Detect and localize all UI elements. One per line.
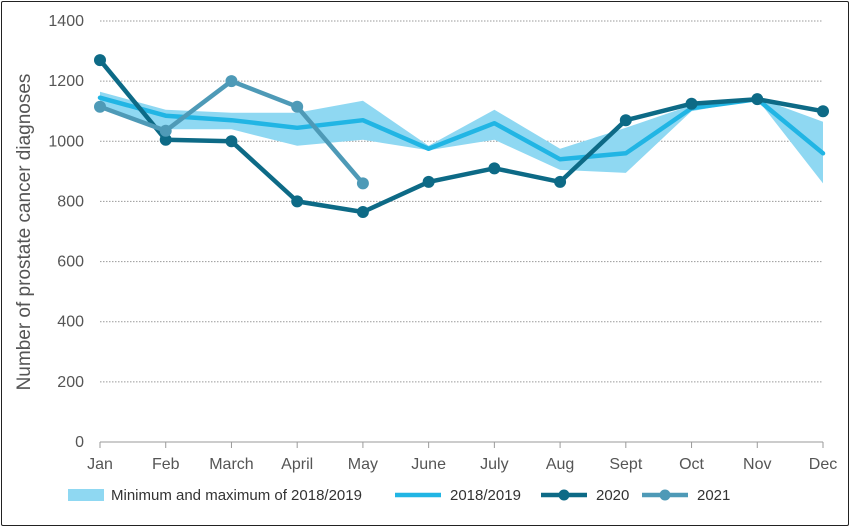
x-tick-label: Jan bbox=[87, 456, 113, 473]
y-axis-title: Number of prostate cancer diagnoses bbox=[14, 74, 35, 391]
series-line-2020 bbox=[97, 57, 826, 215]
data-point-2021 bbox=[159, 124, 172, 137]
data-point-2020 bbox=[422, 175, 435, 188]
plot-area bbox=[94, 54, 829, 218]
y-tick-label: 1400 bbox=[48, 13, 84, 30]
legend-label: Minimum and maximum of 2018/2019 bbox=[111, 487, 362, 504]
data-point-2021 bbox=[94, 100, 106, 113]
data-point-2020 bbox=[685, 97, 698, 110]
x-axis: Jan Feb March April May June July Aug Sept Oct Nov… bbox=[87, 441, 837, 473]
x-tick-label: Aug bbox=[546, 456, 574, 473]
data-point-2021 bbox=[356, 177, 369, 190]
data-point-2020 bbox=[291, 195, 304, 208]
data-point-2020 bbox=[225, 135, 238, 148]
legend-swatch-marker bbox=[659, 489, 671, 501]
data-point-2021 bbox=[291, 100, 304, 113]
x-tick-label: Feb bbox=[152, 456, 180, 473]
y-tick-label: 200 bbox=[57, 374, 84, 391]
x-tick-label: July bbox=[480, 456, 508, 473]
data-point-2020 bbox=[356, 205, 369, 218]
legend-label: 2020 bbox=[596, 487, 629, 504]
y-tick-label: 1000 bbox=[48, 133, 84, 150]
y-tick-label: 600 bbox=[57, 254, 84, 271]
y-tick-label: 0 bbox=[75, 434, 84, 451]
x-tick-label: May bbox=[348, 456, 378, 473]
data-point-2020 bbox=[554, 175, 567, 188]
data-point-2020 bbox=[751, 93, 764, 106]
legend: Minimum and maximum of 2018/2019 2018/201… bbox=[68, 487, 730, 504]
data-point-2021 bbox=[225, 75, 238, 88]
series-line-2018-2019 bbox=[97, 95, 826, 162]
x-tick-label: Dec bbox=[809, 456, 837, 473]
data-point-2020 bbox=[159, 133, 172, 146]
data-point-2020 bbox=[488, 162, 501, 175]
data-point-2020 bbox=[619, 114, 632, 127]
x-tick-label: June bbox=[411, 456, 446, 473]
x-tick-label: Oct bbox=[679, 456, 704, 473]
data-point-2020 bbox=[94, 54, 106, 67]
legend-swatch-band bbox=[68, 489, 104, 501]
y-tick-label: 1200 bbox=[48, 73, 84, 90]
legend-label: 2021 bbox=[697, 487, 730, 504]
x-tick-label: March bbox=[209, 456, 253, 473]
x-tick-label: Sept bbox=[609, 456, 642, 473]
data-point-2020 bbox=[817, 105, 829, 118]
y-axis: 0 200 400 600 800 1000 1200 1400 bbox=[48, 13, 84, 451]
y-tick-label: 800 bbox=[57, 193, 84, 210]
gridlines bbox=[100, 20, 823, 383]
y-tick-label: 400 bbox=[57, 314, 84, 331]
legend-swatch-marker bbox=[558, 489, 570, 501]
x-tick-label: April bbox=[281, 456, 313, 473]
x-tick-label: Nov bbox=[743, 456, 771, 473]
legend-label: 2018/2019 bbox=[450, 487, 521, 504]
